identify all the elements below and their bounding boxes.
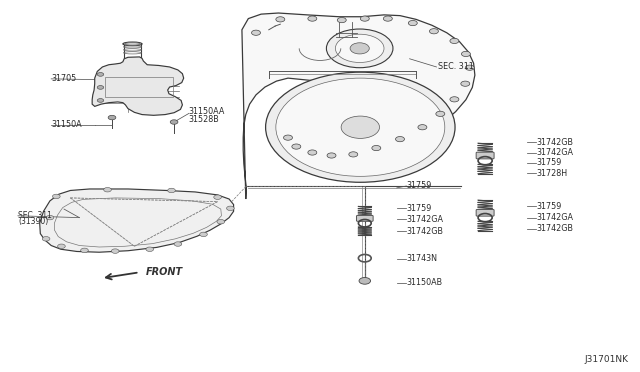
Circle shape (308, 150, 317, 155)
Ellipse shape (123, 42, 142, 46)
Text: FRONT: FRONT (146, 267, 183, 277)
Text: 31743N: 31743N (406, 254, 437, 263)
Circle shape (408, 20, 417, 26)
Circle shape (252, 30, 260, 35)
Circle shape (58, 244, 65, 248)
Circle shape (214, 195, 221, 199)
Circle shape (276, 78, 445, 176)
Circle shape (327, 153, 336, 158)
Circle shape (450, 97, 459, 102)
Circle shape (383, 16, 392, 21)
FancyBboxPatch shape (476, 209, 494, 216)
Text: 31528B: 31528B (189, 115, 220, 124)
Circle shape (396, 137, 404, 142)
Text: (31390): (31390) (18, 217, 48, 226)
Text: 31728H: 31728H (536, 169, 568, 178)
Circle shape (276, 17, 285, 22)
Text: 31705: 31705 (51, 74, 76, 83)
Circle shape (337, 17, 346, 23)
Circle shape (461, 51, 470, 57)
Text: 31742GA: 31742GA (406, 215, 444, 224)
Ellipse shape (125, 42, 140, 45)
Circle shape (308, 16, 317, 21)
Circle shape (359, 278, 371, 284)
Polygon shape (92, 57, 184, 115)
Circle shape (350, 43, 369, 54)
Circle shape (349, 152, 358, 157)
Text: 31150AA: 31150AA (189, 107, 225, 116)
Circle shape (418, 125, 427, 130)
Circle shape (97, 99, 104, 102)
Circle shape (450, 38, 459, 44)
Circle shape (108, 115, 116, 120)
Circle shape (200, 232, 207, 237)
Circle shape (104, 187, 111, 192)
Circle shape (436, 111, 445, 116)
Text: 31759: 31759 (536, 202, 562, 211)
FancyBboxPatch shape (476, 152, 494, 159)
Circle shape (292, 144, 301, 149)
Circle shape (335, 34, 384, 62)
Text: 31759: 31759 (406, 182, 432, 190)
FancyBboxPatch shape (356, 215, 373, 221)
Circle shape (461, 81, 470, 86)
Text: SEC. 311: SEC. 311 (18, 211, 52, 220)
Circle shape (266, 72, 455, 182)
Circle shape (284, 135, 292, 140)
Circle shape (372, 145, 381, 151)
Circle shape (42, 237, 50, 241)
Polygon shape (242, 13, 475, 199)
Text: 31150AB: 31150AB (406, 278, 442, 287)
Text: 31742GB: 31742GB (536, 138, 573, 147)
Text: 31742GB: 31742GB (536, 224, 573, 233)
Circle shape (81, 248, 88, 253)
Circle shape (360, 16, 369, 21)
Text: 31742GA: 31742GA (536, 148, 573, 157)
Text: J31701NK: J31701NK (584, 355, 628, 364)
Circle shape (170, 120, 178, 124)
Circle shape (227, 206, 234, 211)
Circle shape (429, 29, 438, 34)
Text: 31742GA: 31742GA (536, 213, 573, 222)
Circle shape (52, 194, 60, 199)
Text: 31742GB: 31742GB (406, 227, 444, 236)
Circle shape (111, 249, 119, 253)
Circle shape (97, 73, 104, 76)
Circle shape (168, 188, 175, 193)
Circle shape (217, 219, 225, 224)
Circle shape (97, 86, 104, 89)
Circle shape (46, 215, 54, 220)
Text: 31759: 31759 (536, 158, 562, 167)
Circle shape (326, 29, 393, 68)
Text: 31759: 31759 (406, 204, 432, 213)
Circle shape (146, 247, 154, 251)
Circle shape (174, 242, 182, 246)
Text: SEC. 311: SEC. 311 (438, 62, 474, 71)
Circle shape (341, 116, 380, 138)
Circle shape (465, 65, 474, 70)
Text: 31150A: 31150A (51, 120, 82, 129)
Polygon shape (40, 189, 234, 252)
